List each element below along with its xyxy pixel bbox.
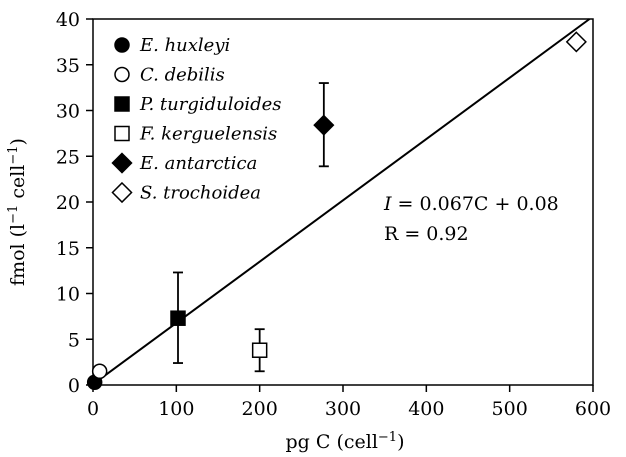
y-tick-label: 25 <box>56 146 80 168</box>
legend-label: F. kerguelensis <box>139 124 277 145</box>
data-point <box>170 310 186 326</box>
y-tick-label: 35 <box>56 55 80 77</box>
legend-label: P. turgiduloides <box>139 94 282 115</box>
legend-marker <box>111 152 133 174</box>
y-tick-label: 10 <box>56 284 80 306</box>
legend-marker <box>114 37 130 53</box>
equation-rhs: = 0.067C + 0.08 <box>392 193 559 215</box>
x-tick-label: 400 <box>408 398 444 420</box>
legend-label: E. antarctica <box>139 153 257 174</box>
y-axis-title: fmol (l−1 cell−1) <box>6 138 29 286</box>
x-axis-title: pg C (cell−1) <box>286 430 405 453</box>
legend-label: S. trochoidea <box>140 183 261 204</box>
data-point <box>313 114 335 136</box>
legend-marker <box>114 125 130 142</box>
equation-lhs: I <box>383 193 392 215</box>
legend-label: C. debilis <box>140 65 225 86</box>
y-tick-label: 5 <box>68 329 80 351</box>
y-tick-label: 0 <box>68 375 80 397</box>
equation-annotation: I = 0.067C + 0.08 <box>383 193 559 215</box>
x-tick-label: 100 <box>158 398 194 420</box>
x-tick-label: 200 <box>242 398 278 420</box>
legend-marker <box>114 66 130 83</box>
legend-label: E. huxleyi <box>139 35 230 56</box>
x-tick-label: 600 <box>575 398 611 420</box>
r-value-annotation: R = 0.92 <box>384 223 469 245</box>
x-tick-label: 500 <box>492 398 528 420</box>
x-tick-label: 300 <box>325 398 361 420</box>
y-tick-label: 40 <box>56 9 80 31</box>
data-point <box>91 363 108 380</box>
y-tick-label: 20 <box>56 192 80 214</box>
data-point <box>251 342 268 358</box>
x-tick-label: 0 <box>87 398 99 420</box>
data-point <box>565 31 587 53</box>
legend-marker <box>111 181 133 204</box>
y-tick-label: 30 <box>56 101 80 123</box>
legend-marker <box>114 96 130 112</box>
y-tick-label: 15 <box>56 238 80 260</box>
